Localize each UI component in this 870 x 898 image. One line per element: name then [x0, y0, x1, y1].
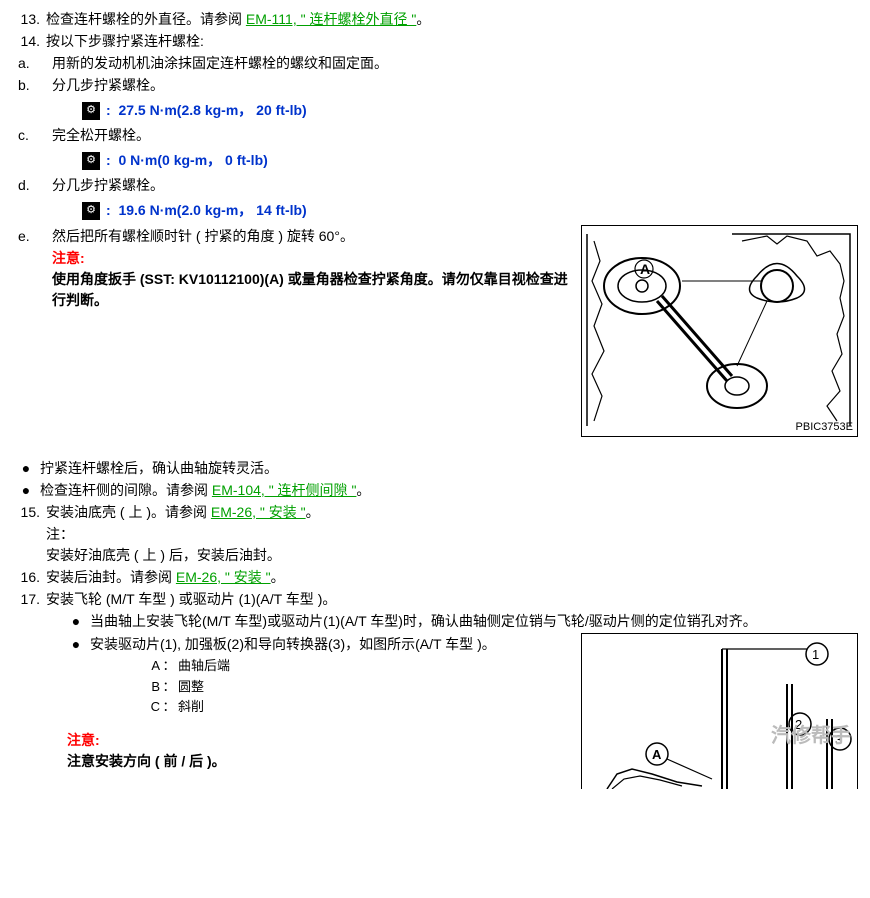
caution-block-1: 注意: 使用角度扳手 (SST: KV10112100)(A) 或量角器检查拧紧…: [12, 248, 571, 311]
svg-text:A: A: [640, 261, 650, 277]
caution-label: 注意:: [52, 250, 85, 266]
step-text: 检查连杆螺栓的外直径。请参阅 EM-111, " 连杆螺栓外直径 "。: [46, 9, 858, 30]
step-15: 15. 安装油底壳 ( 上 )。请参阅 EM-26, " 安装 "。: [12, 502, 858, 523]
caution-label: 注意:: [67, 732, 100, 748]
svg-text:1: 1: [812, 647, 819, 662]
watermark: 汽修帮手: [771, 721, 851, 751]
svg-text:A: A: [652, 747, 662, 762]
step-text: 安装后油封。请参阅 EM-26, " 安装 "。: [46, 567, 858, 588]
figure-angle-wrench: A PBIC3753E: [581, 225, 858, 437]
caution-text: 注意安装方向 ( 前 / 后 )。: [67, 753, 226, 769]
step-text: 完全松开螺栓。: [52, 125, 858, 146]
bullet-icon: ●: [12, 458, 40, 479]
step-alpha: c.: [12, 125, 52, 146]
bullet-1: ● 拧紧连杆螺栓后，确认曲轴旋转灵活。: [12, 458, 858, 479]
sub-bullet-1: ● 当曲轴上安装飞轮(M/T 车型)或驱动片(1)(A/T 车型)时，确认曲轴侧…: [62, 611, 858, 632]
wrench-icon: ⚙: [82, 102, 100, 120]
step-alpha: b.: [12, 75, 52, 96]
step-d: d. 分几步拧紧螺栓。: [12, 175, 858, 196]
step-num: 16.: [12, 567, 46, 588]
torque-spec-2: ⚙ : 0 N·m(0 kg-m， 0 ft-lb): [82, 150, 858, 171]
wrench-icon: ⚙: [82, 152, 100, 170]
torque-spec-1: ⚙ : 27.5 N·m(2.8 kg-m， 20 ft-lb): [82, 100, 858, 121]
step-e: e. 然后把所有螺栓顺时针 ( 拧紧的角度 ) 旋转 60°。: [12, 226, 571, 247]
step-text: 安装油底壳 ( 上 )。请参阅 EM-26, " 安装 "。: [46, 502, 858, 523]
legend-a: A ： 曲轴后端: [132, 656, 571, 676]
torque-spec-3: ⚙ : 19.6 N·m(2.0 kg-m， 14 ft-lb): [82, 200, 858, 221]
step-text: 分几步拧紧螺栓。: [52, 75, 858, 96]
bullet-text: 当曲轴上安装飞轮(M/T 车型)或驱动片(1)(A/T 车型)时，确认曲轴侧定位…: [90, 611, 858, 632]
step-alpha: e.: [12, 226, 52, 247]
step-num: 15.: [12, 502, 46, 523]
legend-b: B ： 圆整: [132, 677, 571, 697]
bullet-2: ● 检查连杆侧的间隙。请参阅 EM-104, " 连杆侧间隙 "。: [12, 480, 858, 501]
step-a: a. 用新的发动机机油涂抹固定连杆螺栓的螺纹和固定面。: [12, 53, 858, 74]
legend-c: C ： 斜削: [132, 697, 571, 717]
bullet-text: 拧紧连杆螺栓后，确认曲轴旋转灵活。: [40, 458, 858, 479]
step-text: 用新的发动机机油涂抹固定连杆螺栓的螺纹和固定面。: [52, 53, 858, 74]
bullet-icon: ●: [62, 634, 90, 655]
note-text: 安装好油底壳 ( 上 ) 后，安装后油封。: [46, 547, 281, 563]
step-num: 13.: [12, 9, 46, 30]
step-alpha: d.: [12, 175, 52, 196]
note-label: 注：: [46, 526, 74, 542]
link-em26-2[interactable]: EM-26, " 安装 ": [176, 569, 271, 585]
figure-code: PBIC3753E: [796, 419, 853, 436]
step-text: 分几步拧紧螺栓。: [52, 175, 858, 196]
bullet-icon: ●: [62, 611, 90, 632]
step-c: c. 完全松开螺栓。: [12, 125, 858, 146]
link-em104[interactable]: EM-104, " 连杆侧间隙 ": [212, 482, 357, 498]
bullet-icon: ●: [12, 480, 40, 501]
figure-flywheel: 1 2 3 A 汽修帮手: [581, 633, 858, 789]
step-num: 17.: [12, 589, 46, 610]
step-17: 17. 安装飞轮 (M/T 车型 ) 或驱动片 (1)(A/T 车型 )。: [12, 589, 858, 610]
caution-text: 使用角度扳手 (SST: KV10112100)(A) 或量角器检查拧紧角度。请…: [52, 271, 568, 308]
caution-block-2: 注意: 注意安装方向 ( 前 / 后 )。: [67, 730, 571, 772]
step-alpha: a.: [12, 53, 52, 74]
step-text: 按以下步骤拧紧连杆螺栓:: [46, 31, 858, 52]
wrench-icon: ⚙: [82, 202, 100, 220]
step-num: 14.: [12, 31, 46, 52]
sub-bullet-2: ● 安装驱动片(1), 加强板(2)和导向转换器(3)，如图所示(A/T 车型 …: [62, 634, 571, 655]
step-14: 14. 按以下步骤拧紧连杆螺栓:: [12, 31, 858, 52]
bullet-text: 检查连杆侧的间隙。请参阅 EM-104, " 连杆侧间隙 "。: [40, 480, 858, 501]
step-16: 16. 安装后油封。请参阅 EM-26, " 安装 "。: [12, 567, 858, 588]
note-15: 注： 安装好油底壳 ( 上 ) 后，安装后油封。: [12, 524, 858, 566]
link-em26-1[interactable]: EM-26, " 安装 ": [211, 504, 306, 520]
step-13: 13. 检查连杆螺栓的外直径。请参阅 EM-111, " 连杆螺栓外直径 "。: [12, 9, 858, 30]
bullet-text: 安装驱动片(1), 加强板(2)和导向转换器(3)，如图所示(A/T 车型 )。: [90, 634, 571, 655]
link-em111[interactable]: EM-111, " 连杆螺栓外直径 ": [246, 11, 416, 27]
step-text: 安装飞轮 (M/T 车型 ) 或驱动片 (1)(A/T 车型 )。: [46, 589, 858, 610]
step-text: 然后把所有螺栓顺时针 ( 拧紧的角度 ) 旋转 60°。: [52, 226, 571, 247]
step-b: b. 分几步拧紧螺栓。: [12, 75, 858, 96]
